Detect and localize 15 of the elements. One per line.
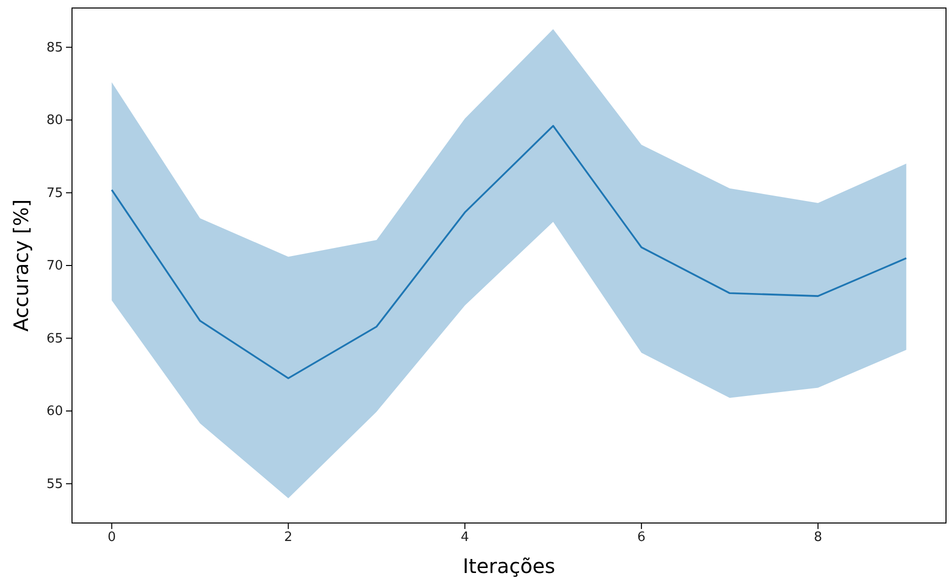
y-tick-label: 80: [46, 113, 63, 128]
y-tick-label: 60: [46, 404, 63, 420]
line-series: [110, 124, 908, 380]
x-axis-title: Iterações: [462, 554, 556, 578]
y-tick-label: 70: [46, 258, 63, 274]
y-axis-title: Accuracy [%]: [9, 199, 33, 332]
y-tick-label: 75: [46, 186, 63, 201]
y-tick-label: 65: [46, 331, 63, 346]
x-tick-label: 4: [460, 530, 469, 546]
x-tick-label: 2: [284, 530, 292, 546]
x-tick-label: 6: [637, 530, 646, 546]
x-tick-label: 8: [814, 530, 822, 546]
y-tick-label: 85: [46, 40, 63, 56]
y-tick-label: 55: [46, 476, 63, 492]
x-tick-label: 0: [108, 530, 116, 546]
